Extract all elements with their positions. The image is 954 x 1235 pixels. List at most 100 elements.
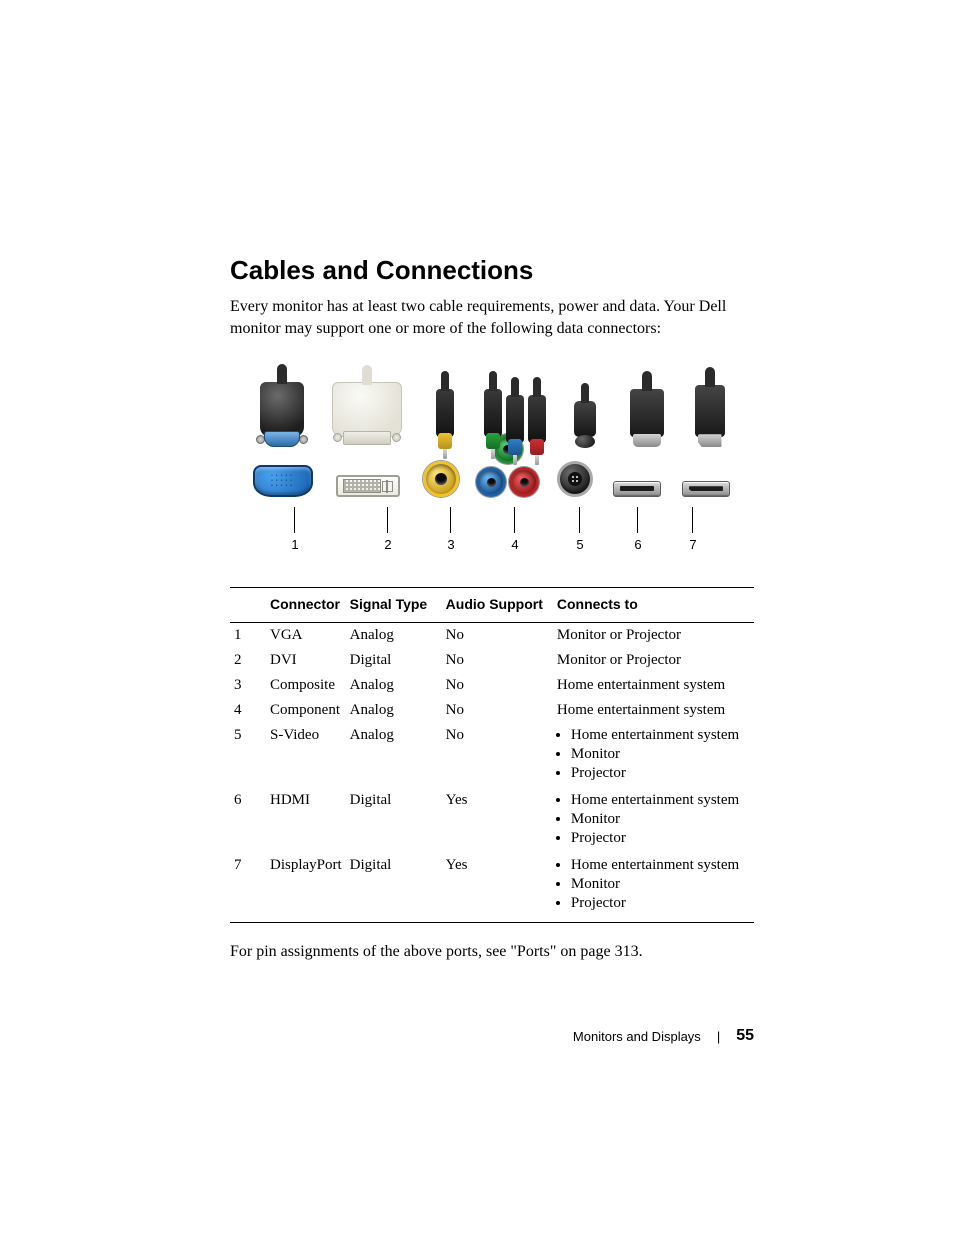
table-cell-connects: Monitor or Projector xyxy=(553,623,754,649)
port-dvi xyxy=(331,475,405,497)
table-cell: No xyxy=(442,698,553,723)
connects-list: Home entertainment systemMonitorProjecto… xyxy=(557,727,750,784)
illustration-label: 5 xyxy=(573,537,587,552)
table-cell-connects: Home entertainment system xyxy=(553,673,754,698)
illustration-leader: 1 xyxy=(294,507,295,533)
table-cell: VGA xyxy=(266,623,346,649)
port-hdmi xyxy=(611,481,663,497)
table-cell: S-Video xyxy=(266,723,346,788)
table-cell: Composite xyxy=(266,673,346,698)
table-cell: Component xyxy=(266,698,346,723)
illustration-label: 7 xyxy=(686,537,700,552)
port-vga xyxy=(252,465,314,497)
illustration-cables-row xyxy=(252,359,732,437)
col-header-blank xyxy=(230,588,266,623)
table-cell: Digital xyxy=(346,788,442,853)
connects-list-item: Monitor xyxy=(571,746,750,765)
table-cell: No xyxy=(442,673,553,698)
table-cell: 4 xyxy=(230,698,266,723)
illustration-label: 3 xyxy=(444,537,458,552)
port-composite xyxy=(421,461,461,497)
svideo-cable-icon xyxy=(574,401,596,437)
table-header: Connector Signal Type Audio Support Conn… xyxy=(230,588,754,623)
table-cell: 2 xyxy=(230,648,266,673)
table-cell: Yes xyxy=(442,853,553,923)
connectors-table: Connector Signal Type Audio Support Conn… xyxy=(230,587,754,923)
table-cell: Digital xyxy=(346,853,442,923)
illustration-leader: 6 xyxy=(637,507,638,533)
cable-component xyxy=(485,367,545,437)
table-row: 6HDMIDigitalYesHome entertainment system… xyxy=(230,788,754,853)
table-cell: Digital xyxy=(346,648,442,673)
table-row: 7DisplayPortDigitalYesHome entertainment… xyxy=(230,853,754,923)
table-cell: DVI xyxy=(266,648,346,673)
table-cell-connects: Home entertainment systemMonitorProjecto… xyxy=(553,853,754,923)
displayport-cable-icon xyxy=(695,385,725,437)
connects-list-item: Monitor xyxy=(571,811,750,830)
port-svideo xyxy=(555,461,595,497)
table-cell: No xyxy=(442,623,553,649)
footer-divider: | xyxy=(717,1029,720,1044)
intro-paragraph: Every monitor has at least two cable req… xyxy=(230,296,754,339)
connects-list-item: Monitor xyxy=(571,876,750,895)
table-cell: No xyxy=(442,648,553,673)
table-cell: 5 xyxy=(230,723,266,788)
vga-cable-icon xyxy=(260,382,304,437)
table-row: 5S-VideoAnalogNoHome entertainment syste… xyxy=(230,723,754,788)
composite-cable-icon xyxy=(436,389,454,437)
table-cell: No xyxy=(442,723,553,788)
connects-list-item: Projector xyxy=(571,765,750,784)
col-header-connector: Connector xyxy=(266,588,346,623)
table-cell-connects: Home entertainment systemMonitorProjecto… xyxy=(553,723,754,788)
component-cable-icon xyxy=(484,385,546,437)
table-row: 3CompositeAnalogNoHome entertainment sys… xyxy=(230,673,754,698)
connects-list: Home entertainment systemMonitorProjecto… xyxy=(557,792,750,849)
footer-page-number: 55 xyxy=(736,1027,754,1045)
illustration-leader: 4 xyxy=(514,507,515,533)
table-row: 1VGAAnalogNoMonitor or Projector xyxy=(230,623,754,649)
table-row: 4ComponentAnalogNoHome entertainment sys… xyxy=(230,698,754,723)
dvi-port-icon xyxy=(336,475,400,497)
illustration-label: 2 xyxy=(381,537,395,552)
table-cell-connects: Home entertainment systemMonitorProjecto… xyxy=(553,788,754,853)
cable-displayport xyxy=(687,367,732,437)
col-header-connects: Connects to xyxy=(553,588,754,623)
table-cell: Analog xyxy=(346,623,442,649)
port-displayport xyxy=(680,481,732,497)
table-row: 2DVIDigitalNoMonitor or Projector xyxy=(230,648,754,673)
connector-illustration: 1 2 3 4 5 6 7 xyxy=(252,359,732,557)
table-cell-connects: Monitor or Projector xyxy=(553,648,754,673)
cable-hdmi xyxy=(625,367,670,437)
table-cell: 3 xyxy=(230,673,266,698)
vga-port-icon xyxy=(253,465,313,497)
table-cell: 6 xyxy=(230,788,266,853)
illustration-leader: 3 xyxy=(450,507,451,533)
cable-vga xyxy=(252,367,312,437)
hdmi-port-icon xyxy=(613,481,661,497)
table-cell: 1 xyxy=(230,623,266,649)
table-cell-connects: Home entertainment system xyxy=(553,698,754,723)
page: Cables and Connections Every monitor has… xyxy=(0,0,954,1235)
cable-dvi xyxy=(330,367,405,437)
displayport-port-icon xyxy=(682,481,730,497)
illustration-leader: 5 xyxy=(579,507,580,533)
footnote-paragraph: For pin assignments of the above ports, … xyxy=(230,941,754,963)
svideo-port-icon xyxy=(557,461,593,497)
col-header-audio: Audio Support xyxy=(442,588,553,623)
illustration-label: 4 xyxy=(508,537,522,552)
connects-list-item: Projector xyxy=(571,895,750,914)
connects-list: Home entertainment systemMonitorProjecto… xyxy=(557,857,750,914)
illustration-label: 1 xyxy=(288,537,302,552)
table-cell: HDMI xyxy=(266,788,346,853)
connects-list-item: Projector xyxy=(571,830,750,849)
connects-list-item: Home entertainment system xyxy=(571,857,750,876)
cable-svideo xyxy=(562,367,607,437)
section-heading: Cables and Connections xyxy=(230,255,754,286)
table-cell: Analog xyxy=(346,723,442,788)
col-header-signal: Signal Type xyxy=(346,588,442,623)
dvi-cable-icon xyxy=(332,382,402,437)
table-cell: DisplayPort xyxy=(266,853,346,923)
illustration-leaders: 1 2 3 4 5 6 7 xyxy=(252,507,732,557)
table-body: 1VGAAnalogNoMonitor or Projector2DVIDigi… xyxy=(230,623,754,923)
table-cell: Yes xyxy=(442,788,553,853)
